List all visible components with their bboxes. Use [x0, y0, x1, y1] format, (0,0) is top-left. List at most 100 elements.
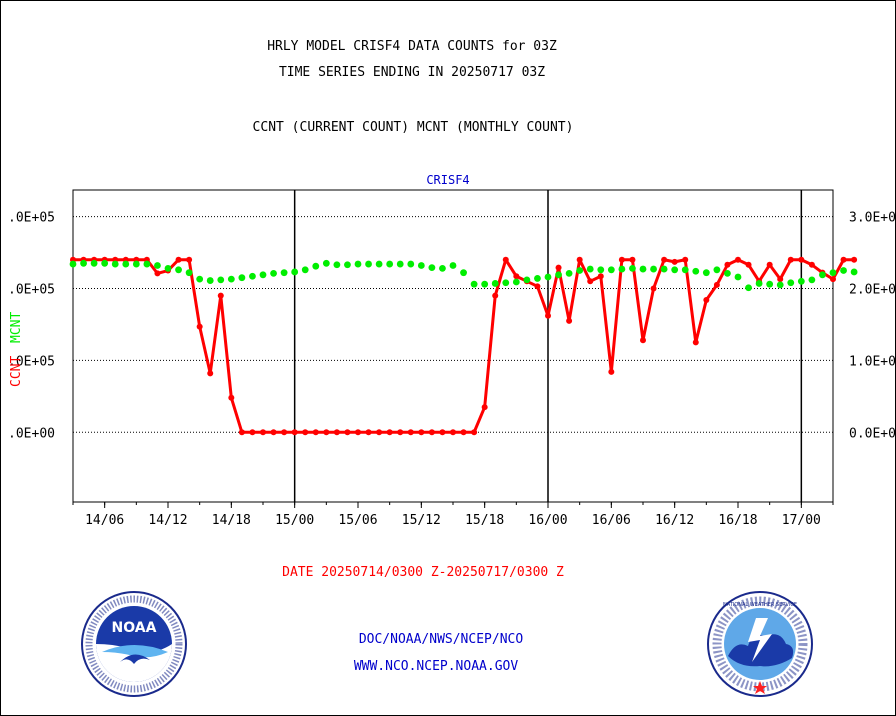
- data-point-ccnt: [671, 258, 678, 265]
- y-tick-label-right: 3.0E+0: [849, 211, 896, 226]
- series-line-ccnt: [73, 258, 855, 434]
- data-point-ccnt: [312, 429, 319, 436]
- data-point-mcnt: [808, 276, 816, 284]
- data-point-ccnt: [450, 429, 456, 436]
- data-point-ccnt: [249, 429, 256, 436]
- data-point-mcnt: [639, 265, 647, 273]
- data-point-mcnt: [491, 280, 499, 287]
- data-point-ccnt: [302, 429, 309, 436]
- data-point-ccnt: [640, 337, 646, 344]
- data-point-mcnt: [354, 260, 362, 268]
- data-point-ccnt: [787, 256, 794, 263]
- data-point-mcnt: [534, 275, 541, 282]
- data-point-mcnt: [470, 280, 478, 288]
- org-path-link[interactable]: DOC/NOAA/NWS/NCEP/NCO: [358, 632, 524, 647]
- data-point-ccnt: [502, 256, 509, 263]
- data-point-mcnt: [713, 266, 721, 274]
- data-point-mcnt: [512, 278, 520, 286]
- noaa-logo-text: NOAA: [112, 620, 157, 636]
- data-point-mcnt: [787, 279, 795, 287]
- y-tick-label-right: 2.0E+0: [849, 282, 896, 297]
- data-point-mcnt: [597, 266, 605, 274]
- data-point-mcnt: [776, 281, 784, 289]
- data-point-mcnt: [734, 273, 742, 281]
- data-point-mcnt: [249, 272, 256, 280]
- data-point-mcnt: [301, 266, 309, 274]
- data-point-ccnt: [724, 261, 731, 268]
- noaa-logo: NOAA: [81, 591, 187, 697]
- data-point-mcnt: [692, 267, 700, 275]
- data-point-mcnt: [523, 276, 531, 284]
- data-point-ccnt: [291, 429, 298, 436]
- data-point-mcnt: [101, 259, 109, 267]
- data-point-mcnt: [238, 274, 246, 282]
- data-point-mcnt: [724, 269, 731, 277]
- data-point-mcnt: [396, 260, 404, 268]
- data-point-ccnt: [555, 264, 562, 271]
- data-point-ccnt: [735, 256, 741, 263]
- data-point-ccnt: [798, 256, 805, 263]
- data-point-mcnt: [840, 267, 847, 274]
- data-point-ccnt: [376, 429, 383, 436]
- data-point-ccnt: [196, 323, 203, 330]
- data-point-mcnt: [850, 268, 858, 276]
- y-tick-label-left: .0E+05: [8, 354, 55, 369]
- data-point-ccnt: [270, 429, 277, 436]
- data-point-ccnt: [186, 256, 193, 263]
- data-point-ccnt: [333, 429, 340, 436]
- y-tick-label-left: .0E+05: [8, 211, 55, 226]
- nws-logo: NATIONAL WEATHER SERVICE: [707, 591, 813, 697]
- data-point-mcnt: [270, 269, 277, 277]
- data-point-mcnt: [449, 262, 457, 269]
- data-point-mcnt: [618, 265, 626, 273]
- data-point-ccnt: [397, 429, 404, 436]
- data-point-ccnt: [460, 429, 467, 436]
- x-tick-label: 14/12: [148, 513, 187, 528]
- data-point-ccnt: [386, 429, 393, 436]
- data-point-mcnt: [439, 264, 446, 272]
- data-point-mcnt: [481, 280, 489, 288]
- data-point-ccnt: [281, 429, 288, 436]
- data-point-mcnt: [407, 260, 415, 268]
- data-point-ccnt: [608, 368, 615, 375]
- data-point-ccnt: [323, 429, 330, 436]
- data-point-ccnt: [777, 276, 784, 283]
- data-point-mcnt: [671, 266, 679, 274]
- y-tick-label-left: .0E+00: [8, 426, 55, 441]
- data-point-mcnt: [69, 260, 77, 268]
- data-point-ccnt: [344, 429, 351, 436]
- data-point-ccnt: [566, 317, 573, 324]
- data-point-mcnt: [829, 269, 837, 277]
- data-point-ccnt: [682, 256, 689, 263]
- chart-subtitle: CCNT (CURRENT COUNT) MCNT (MONTHLY COUNT…: [252, 120, 574, 135]
- data-point-ccnt: [545, 312, 551, 319]
- data-point-ccnt: [175, 256, 182, 263]
- data-point-mcnt: [766, 280, 774, 288]
- data-point-ccnt: [534, 283, 541, 290]
- data-point-ccnt: [629, 256, 636, 263]
- data-point-mcnt: [344, 261, 351, 269]
- data-point-ccnt: [650, 285, 657, 292]
- data-point-mcnt: [607, 266, 615, 274]
- data-point-ccnt: [355, 429, 361, 436]
- x-tick-label: 16/06: [592, 513, 631, 528]
- data-point-mcnt: [702, 269, 710, 277]
- data-point-mcnt: [681, 266, 689, 274]
- data-point-ccnt: [228, 394, 235, 401]
- data-point-mcnt: [375, 260, 383, 268]
- data-point-mcnt: [629, 264, 636, 272]
- x-tick-label: 16/12: [655, 513, 694, 528]
- data-point-mcnt: [175, 266, 182, 274]
- website-link[interactable]: WWW.NCO.NCEP.NOAA.GOV: [353, 659, 519, 674]
- data-point-ccnt: [851, 256, 858, 263]
- data-point-mcnt: [322, 259, 330, 267]
- data-point-ccnt: [407, 429, 414, 436]
- data-point-ccnt: [576, 256, 583, 263]
- x-tick-label: 15/12: [402, 513, 441, 528]
- data-point-mcnt: [185, 269, 193, 277]
- data-point-ccnt: [238, 429, 245, 436]
- data-point-mcnt: [154, 262, 161, 269]
- data-point-ccnt: [154, 270, 161, 277]
- x-tick-label: 16/18: [718, 513, 757, 528]
